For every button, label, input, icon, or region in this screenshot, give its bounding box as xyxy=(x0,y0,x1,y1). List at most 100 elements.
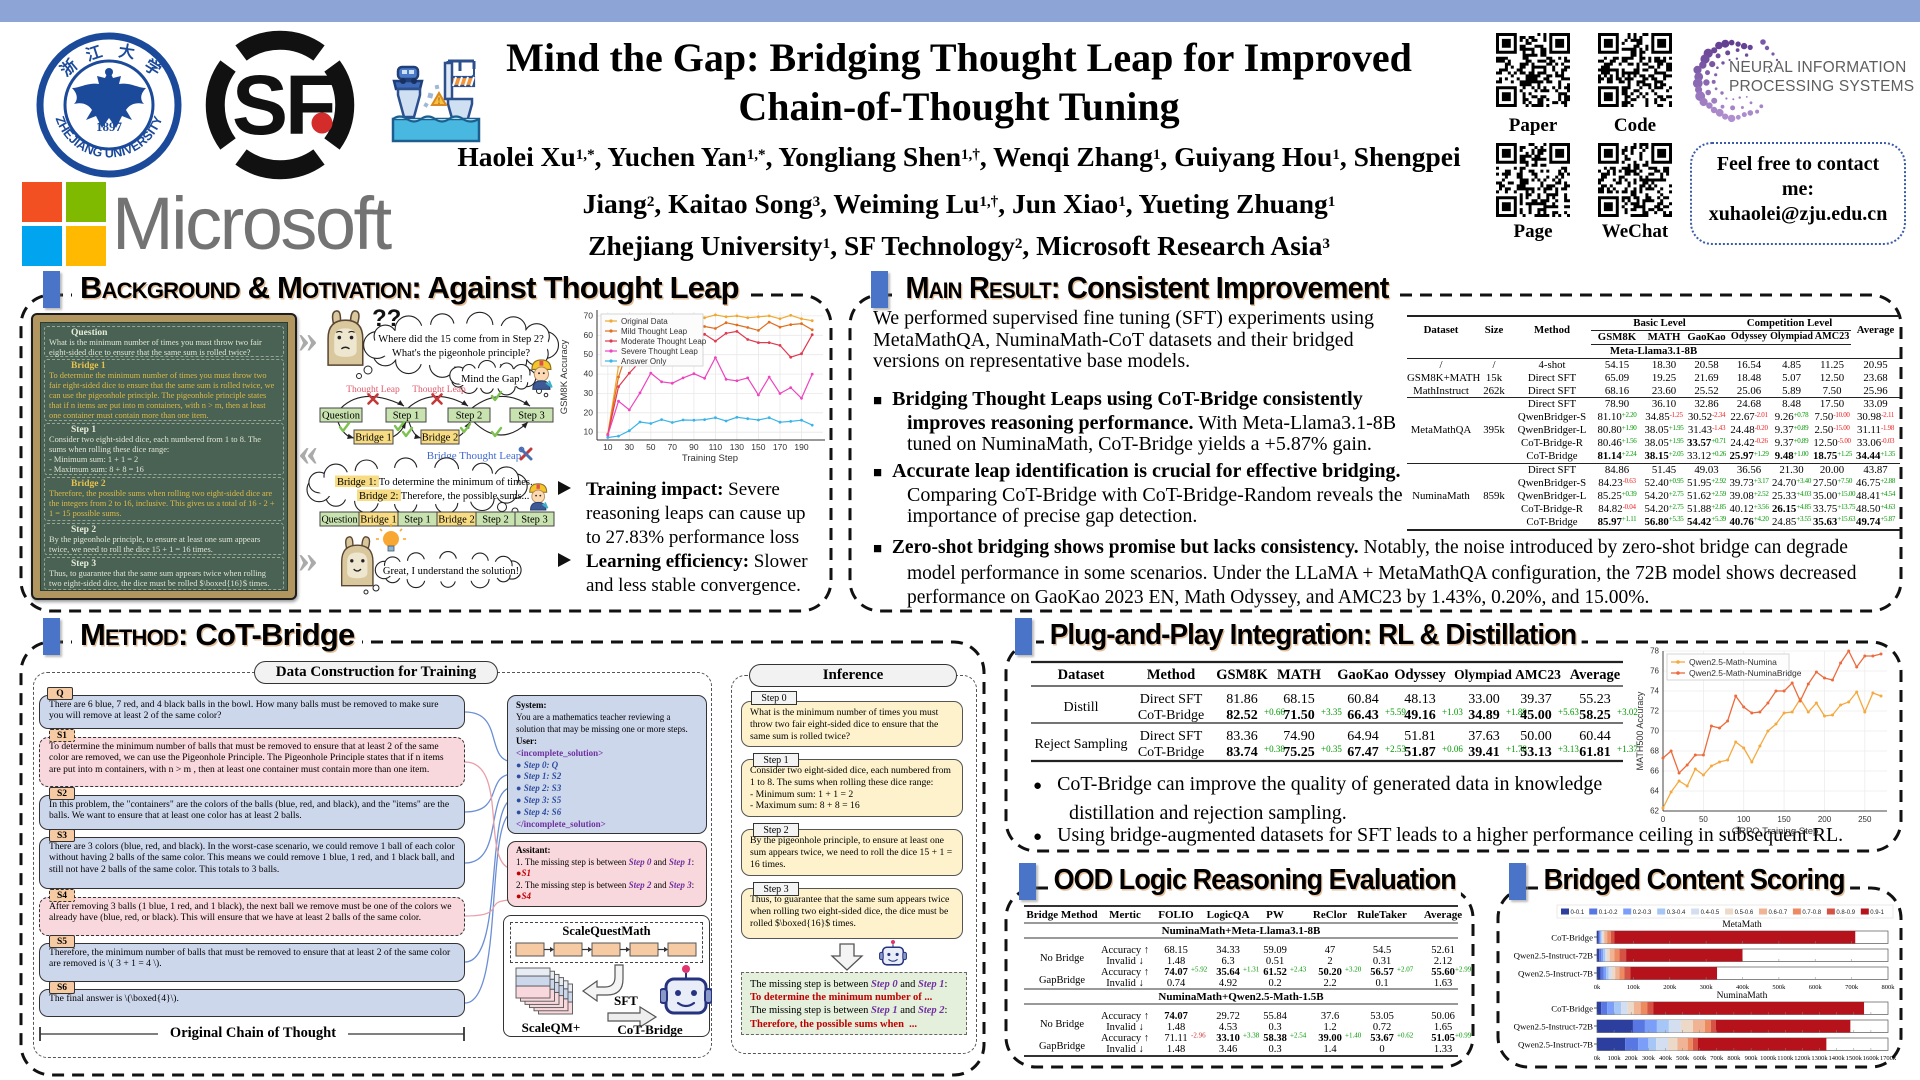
svg-text:700k: 700k xyxy=(1710,1055,1724,1062)
svg-text:»: » xyxy=(298,316,318,361)
svg-text:Bridge Method: Bridge Method xyxy=(1026,909,1097,921)
svg-text:60.84: 60.84 xyxy=(1347,692,1379,707)
svg-text:Qwen2.5-Instruct-72B: Qwen2.5-Instruct-72B xyxy=(1514,1022,1594,1032)
svg-text:+0.35: +0.35 xyxy=(1321,744,1342,754)
svg-text:50: 50 xyxy=(646,442,656,452)
svg-text:200: 200 xyxy=(1818,815,1832,824)
svg-text:0.74: 0.74 xyxy=(1167,978,1186,989)
svg-text:30: 30 xyxy=(584,388,594,398)
svg-text:1000k: 1000k xyxy=(1760,1055,1777,1062)
svg-text:68: 68 xyxy=(1650,747,1659,756)
svg-text:!: ! xyxy=(438,96,441,106)
svg-text:75.25: 75.25 xyxy=(1283,745,1315,760)
svg-text:+1.03: +1.03 xyxy=(1442,707,1463,717)
svg-text:40: 40 xyxy=(584,369,594,379)
svg-text:Invalid ↓: Invalid ↓ xyxy=(1106,956,1144,967)
svg-text:Step 3: Step 3 xyxy=(518,411,545,422)
svg-text:700k: 700k xyxy=(1845,984,1859,991)
svg-text:83.36: 83.36 xyxy=(1226,729,1258,744)
svg-text:Mild Thought Leap: Mild Thought Leap xyxy=(621,327,688,336)
svg-text:GRPO Training Step: GRPO Training Step xyxy=(1732,826,1819,837)
svg-text:MATH500 Accuracy: MATH500 Accuracy xyxy=(1635,691,1645,770)
svg-text:Average: Average xyxy=(1570,667,1621,683)
svg-text:Accuracy ↑: Accuracy ↑ xyxy=(1101,1033,1149,1044)
svg-text:0-0.1: 0-0.1 xyxy=(1571,910,1585,916)
svg-text:500k: 500k xyxy=(1676,1055,1690,1062)
svg-text:90: 90 xyxy=(689,442,699,452)
svg-text:34.33: 34.33 xyxy=(1216,945,1240,956)
svg-text:+5.63: +5.63 xyxy=(1558,707,1579,717)
svg-text:50.00: 50.00 xyxy=(1520,729,1552,744)
svg-text:300k: 300k xyxy=(1642,1055,1656,1062)
svg-text:2: 2 xyxy=(1327,956,1332,967)
svg-text:50: 50 xyxy=(584,349,594,359)
svg-text:+5.92: +5.92 xyxy=(1191,966,1208,974)
svg-text:RuleTaker: RuleTaker xyxy=(1357,909,1407,921)
svg-text:61.81: 61.81 xyxy=(1579,745,1611,760)
svg-text:1.4: 1.4 xyxy=(1323,1044,1337,1055)
svg-text:54.5: 54.5 xyxy=(1373,945,1391,956)
svg-text:+1.37: +1.37 xyxy=(1617,744,1638,754)
svg-text:0.3-0.4: 0.3-0.4 xyxy=(1667,910,1686,916)
svg-text:1.48: 1.48 xyxy=(1167,1044,1185,1055)
svg-text:50.06: 50.06 xyxy=(1431,1011,1455,1022)
svg-text:+2.53: +2.53 xyxy=(1385,744,1406,754)
svg-text:Bridge 1: Bridge 1 xyxy=(360,515,396,526)
svg-text:CoT-Bridge: CoT-Bridge xyxy=(1138,745,1204,760)
svg-text:Mertic: Mertic xyxy=(1109,909,1141,921)
svg-text:76: 76 xyxy=(1650,667,1659,676)
svg-text:37.6: 37.6 xyxy=(1321,1011,1339,1022)
svg-text:55.84: 55.84 xyxy=(1263,1011,1287,1022)
svg-text:1.65: 1.65 xyxy=(1434,1022,1452,1033)
svg-text:Olympiad: Olympiad xyxy=(1454,667,1512,682)
svg-text:SF: SF xyxy=(232,58,334,152)
svg-text:Step 3: Step 3 xyxy=(521,515,548,526)
svg-text:GapBridge: GapBridge xyxy=(1039,975,1085,986)
svg-text:1897: 1897 xyxy=(96,119,123,134)
svg-text:70: 70 xyxy=(668,442,678,452)
svg-text:800k: 800k xyxy=(1882,984,1896,991)
svg-text:1500k: 1500k xyxy=(1846,1055,1863,1062)
svg-text:Bridge 2: Bridge 2 xyxy=(422,433,458,444)
svg-text:39.00: 39.00 xyxy=(1318,1033,1342,1044)
svg-text:6.3: 6.3 xyxy=(1221,956,1234,967)
svg-text:Direct SFT: Direct SFT xyxy=(1140,692,1203,707)
svg-text:100k: 100k xyxy=(1608,1055,1622,1062)
svg-text:Qwen2.5-Instruct-72B: Qwen2.5-Instruct-72B xyxy=(1514,951,1594,961)
svg-text:45.00: 45.00 xyxy=(1520,708,1552,723)
svg-text:50: 50 xyxy=(1699,815,1708,824)
svg-text:GaoKao: GaoKao xyxy=(1337,667,1389,683)
svg-text:Great, I understand the soluti: Great, I understand the solution! xyxy=(383,566,519,577)
svg-text:Accuracy ↑: Accuracy ↑ xyxy=(1101,967,1149,978)
svg-text:«: « xyxy=(298,429,318,474)
svg-text:74.07: 74.07 xyxy=(1164,1011,1188,1022)
svg-text:Invalid ↓: Invalid ↓ xyxy=(1106,1044,1144,1055)
svg-text:+0.38: +0.38 xyxy=(1264,744,1285,754)
svg-text:58.25: 58.25 xyxy=(1579,708,1611,723)
svg-text:1700k: 1700k xyxy=(1880,1055,1897,1062)
svg-text:FOLIO: FOLIO xyxy=(1158,909,1194,921)
svg-text:Qwen2.5-Instruct-7B: Qwen2.5-Instruct-7B xyxy=(1518,969,1593,979)
svg-text:1600k: 1600k xyxy=(1863,1055,1880,1062)
svg-text:Severe Thought Leap: Severe Thought Leap xyxy=(621,347,698,356)
svg-text:190: 190 xyxy=(794,442,808,452)
svg-text:48.13: 48.13 xyxy=(1404,692,1436,707)
svg-text:74.90: 74.90 xyxy=(1283,729,1315,744)
svg-text:4.53: 4.53 xyxy=(1219,1022,1237,1033)
svg-text:53.05: 53.05 xyxy=(1370,1011,1394,1022)
svg-text:0.72: 0.72 xyxy=(1373,1022,1391,1033)
svg-text:+1.89: +1.89 xyxy=(1506,707,1527,717)
svg-text:600k: 600k xyxy=(1693,1055,1707,1062)
svg-text:55.23: 55.23 xyxy=(1579,692,1611,707)
svg-text:62: 62 xyxy=(1650,807,1659,816)
svg-text:10: 10 xyxy=(584,427,594,437)
svg-text:52.61: 52.61 xyxy=(1431,945,1455,956)
svg-text:130: 130 xyxy=(730,442,744,452)
svg-text:61.52: 61.52 xyxy=(1263,967,1287,978)
svg-text:Step 1: Step 1 xyxy=(404,515,431,526)
svg-text:0.9-1: 0.9-1 xyxy=(1870,910,1884,916)
svg-text:1.63: 1.63 xyxy=(1434,978,1452,989)
svg-text:+2.54: +2.54 xyxy=(1290,1032,1307,1040)
svg-text:Reject Sampling: Reject Sampling xyxy=(1035,737,1128,752)
svg-text:64.94: 64.94 xyxy=(1347,729,1379,744)
